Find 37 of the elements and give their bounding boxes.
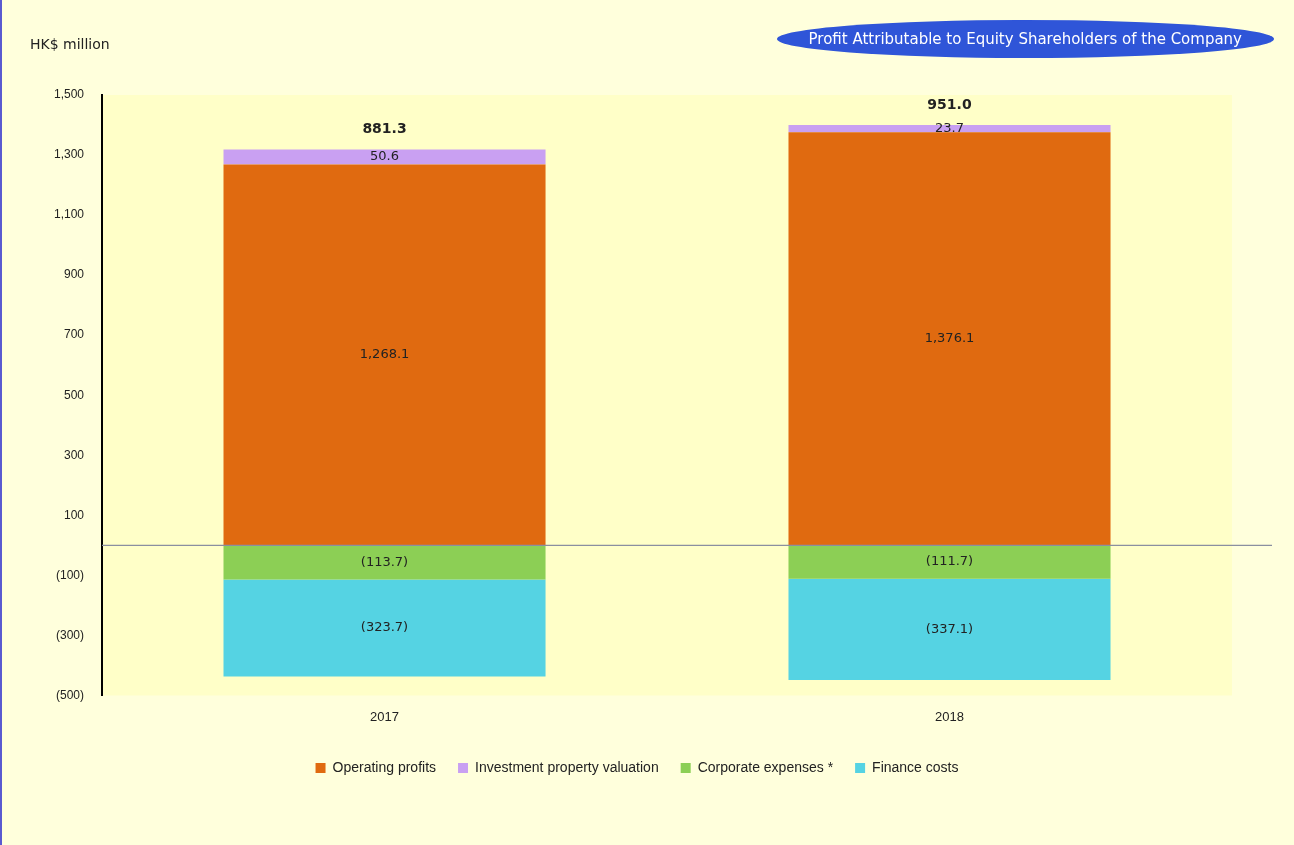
bar xyxy=(788,132,1111,546)
y-tick-label: (300) xyxy=(56,627,85,642)
bar xyxy=(788,578,1111,681)
data-label: (323.7) xyxy=(360,619,409,635)
data-label: 23.7 xyxy=(935,120,964,136)
legend-label: Finance costs xyxy=(872,758,959,775)
data-label: 1,376.1 xyxy=(924,330,975,346)
y-tick-label: 1,300 xyxy=(54,147,85,162)
y-tick-label: (500) xyxy=(56,687,85,702)
bar xyxy=(223,164,546,546)
y-axis-title: HK$ million xyxy=(30,35,110,52)
bar xyxy=(223,545,546,580)
data-label: 1,268.1 xyxy=(359,346,410,362)
data-label: (337.1) xyxy=(925,620,974,636)
bar xyxy=(788,125,1111,133)
legend-label: Corporate expenses * xyxy=(697,758,834,775)
data-label: (111.7) xyxy=(925,553,974,569)
data-label: 50.6 xyxy=(370,148,399,164)
x-tick-label: 2017 xyxy=(370,708,399,724)
y-tick-label: 100 xyxy=(64,507,85,522)
y-tick-label: 500 xyxy=(64,387,85,402)
y-tick-label: 300 xyxy=(64,447,85,462)
y-tick-label: 1,500 xyxy=(54,87,85,102)
total-label: 951.0 xyxy=(927,95,972,112)
x-tick-label: 2018 xyxy=(935,708,964,724)
bar xyxy=(223,149,546,165)
bar xyxy=(223,579,546,677)
total-label: 881.3 xyxy=(362,120,407,137)
text: Profit Attributable to Equity Shareholders of the Company xyxy=(776,20,1274,58)
data-label: (113.7) xyxy=(360,553,409,569)
legend-label: Operating profits xyxy=(332,758,437,775)
y-tick-label: (100) xyxy=(56,567,85,582)
y-tick-label: 1,100 xyxy=(54,207,85,222)
bar xyxy=(788,545,1111,579)
y-tick-label: 700 xyxy=(64,327,85,342)
legend-label: Investment property valuation xyxy=(475,758,659,775)
y-tick-label: 900 xyxy=(64,267,85,282)
